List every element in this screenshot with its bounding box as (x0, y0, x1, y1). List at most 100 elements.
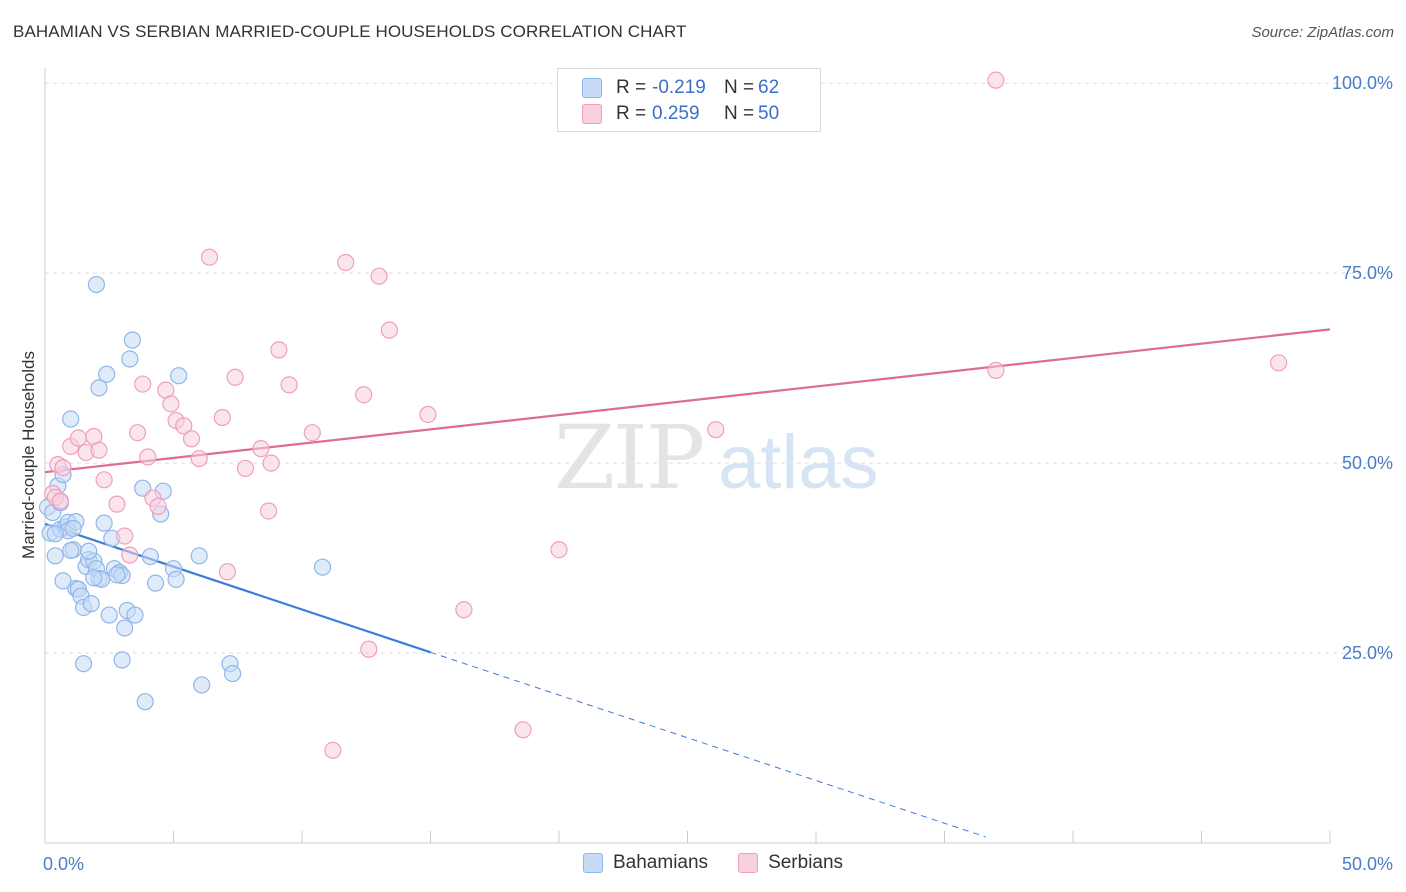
serbian-point (419, 405, 437, 424)
legend-label-serbians: Serbians (768, 852, 844, 873)
bahamian-point (100, 606, 118, 624)
bahamian-point (126, 606, 144, 624)
serbian-point (190, 449, 208, 468)
serbian-point (270, 341, 288, 359)
bahamian-point (87, 275, 106, 294)
bahamian-point (46, 547, 64, 565)
bahamian-point (121, 350, 139, 368)
bahamian-point (123, 331, 141, 349)
bahamian-point (90, 379, 108, 397)
serbian-point (69, 429, 88, 447)
serbian-point (262, 454, 280, 472)
serbian-point (337, 253, 355, 272)
x-tick-label: 50.0% (1342, 854, 1393, 874)
serbian-point (514, 721, 532, 739)
bahamian-point (95, 514, 113, 532)
serbian-point (134, 375, 152, 393)
bahamian-point (98, 365, 116, 383)
gridlines (45, 82, 1390, 654)
legend-r-value: 0.259 (652, 103, 700, 124)
bahamian-point (64, 519, 82, 538)
serbian-point (380, 321, 398, 339)
bahamian-trendline-extension (430, 651, 986, 838)
serbian-point (51, 492, 70, 510)
bahamian-trendline (44, 522, 431, 654)
serbian-point (707, 421, 725, 439)
serbian-point (280, 376, 298, 394)
bahamian-point (46, 525, 64, 543)
bahamian-point (167, 570, 185, 588)
serbian-point (252, 440, 270, 458)
y-tick-label: 25.0% (1342, 643, 1393, 663)
stats-legend: R = -0.219 N = 62 R = 0.259 N = 50 (557, 68, 821, 132)
watermark-atlas: atlas (718, 420, 879, 505)
serbian-point (139, 448, 157, 466)
serbian-point (236, 459, 255, 478)
bahamian-point (313, 558, 332, 576)
bahamian-point (170, 367, 188, 385)
bahamian-point (54, 572, 72, 590)
serbian-point (218, 563, 237, 581)
serbian-point (455, 601, 473, 619)
bahamian-point (62, 410, 80, 428)
bahamian-point (82, 595, 100, 613)
legend-item-serbians[interactable]: Serbians (738, 852, 843, 874)
axes (44, 68, 1331, 844)
bahamian-point (85, 569, 103, 587)
chart-title: BAHAMIAN VS SERBIAN MARRIED-COUPLE HOUSE… (13, 22, 687, 41)
y-tick-label: 100.0% (1332, 73, 1393, 93)
bahamian-point (146, 574, 165, 592)
serbian-point (90, 441, 108, 459)
legend-swatch-bahamians (583, 853, 603, 873)
bahamian-point (136, 693, 154, 711)
bahamian-point (193, 676, 211, 694)
serbian-point (54, 459, 72, 477)
bahamian-point (113, 651, 131, 669)
tick-labels: 25.0% 50.0% 75.0% 100.0% 0.0% 50.0% (43, 73, 1393, 874)
legend-n-value: 62 (758, 77, 780, 98)
bahamian-point (224, 664, 242, 683)
bahamian-point (80, 542, 98, 560)
serbian-point (360, 640, 378, 658)
series-legend: Bahamians Serbians (583, 852, 873, 874)
source-label: Source: ZipAtlas.com (1251, 24, 1394, 41)
serbian-point (259, 502, 278, 520)
serbian-point (121, 546, 139, 564)
legend-swatch-serbians (582, 104, 602, 124)
legend-swatch-bahamians (582, 78, 602, 98)
legend-r-label: R = (616, 77, 647, 98)
serbian-point (355, 386, 373, 404)
bahamian-point (116, 619, 134, 637)
legend-n-label: N = (724, 77, 755, 98)
serbian-point (987, 361, 1005, 380)
bahamian-point (108, 566, 126, 584)
legend-n-value: 50 (758, 103, 780, 124)
serbian-point (1269, 354, 1288, 372)
legend-item-bahamians[interactable]: Bahamians (583, 852, 708, 874)
serbian-point (149, 497, 167, 516)
legend-label-bahamians: Bahamians (613, 852, 709, 873)
serbian-point (116, 527, 134, 545)
bahamian-point (134, 479, 152, 497)
bahamian-point (62, 541, 80, 560)
serbian-point (182, 430, 201, 448)
data-points (38, 71, 1288, 759)
legend-r-value: -0.219 (652, 77, 706, 98)
legend-r-label: R = (616, 103, 647, 124)
watermark-zip: ZIP (554, 406, 703, 509)
bahamian-point (74, 655, 93, 673)
serbian-point (550, 541, 568, 559)
bahamian-point (141, 547, 159, 566)
x-tick-label: 0.0% (43, 854, 84, 874)
serbian-point (324, 741, 342, 759)
serbian-point (200, 248, 219, 266)
y-tick-label: 75.0% (1342, 263, 1393, 283)
legend-row-serbians: R = 0.259 N = 50 (582, 102, 779, 126)
y-axis-label: Married-couple Households (19, 351, 38, 559)
serbian-point (370, 267, 388, 285)
serbian-point (175, 417, 193, 435)
bahamian-point (190, 547, 208, 565)
serbian-point (95, 471, 113, 489)
serbian-point (128, 424, 147, 442)
